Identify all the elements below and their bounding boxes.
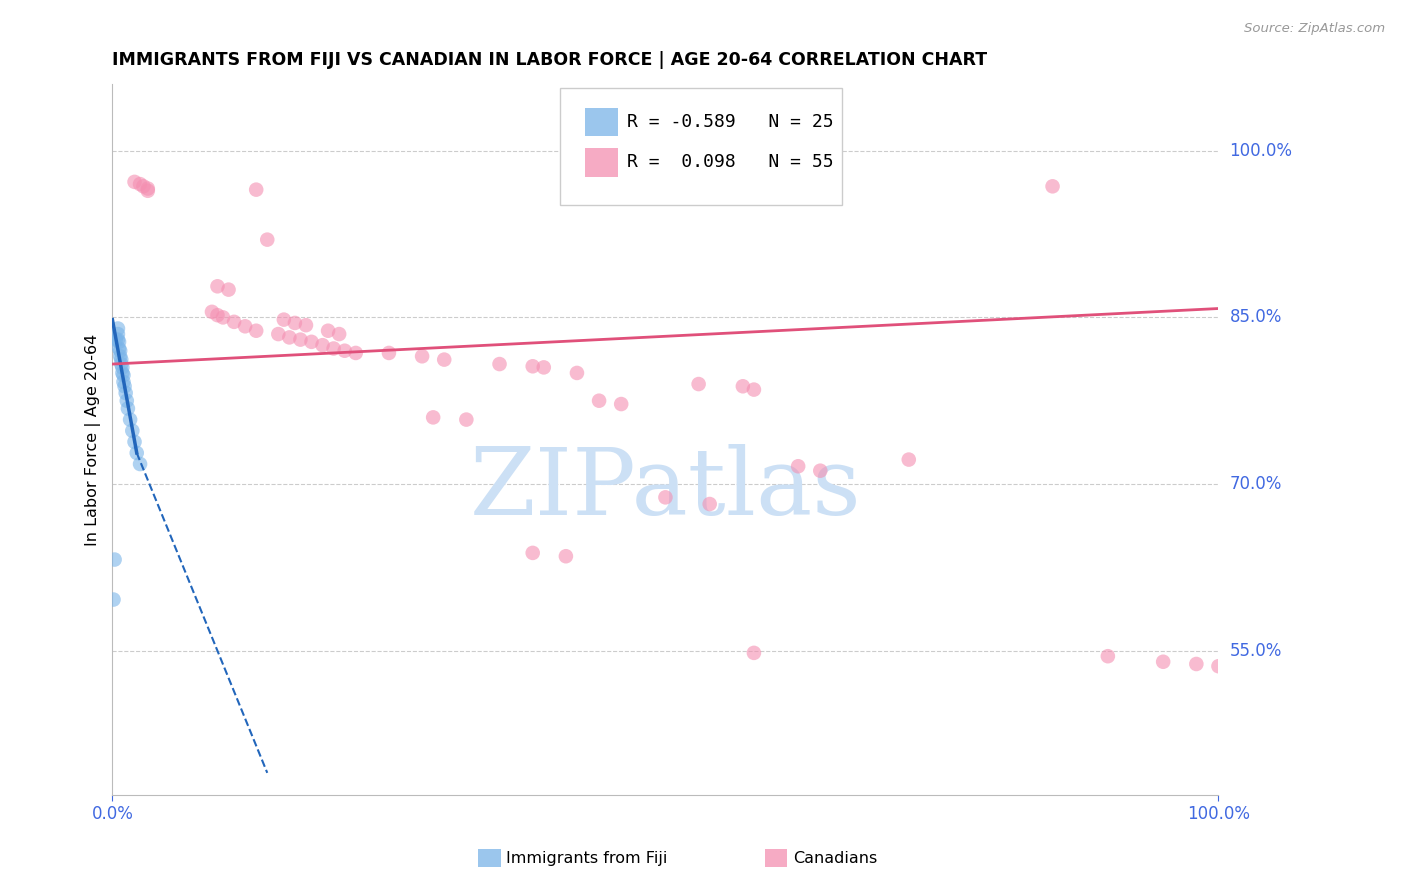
Point bbox=[522, 359, 544, 374]
Point bbox=[136, 181, 159, 195]
Point bbox=[273, 312, 295, 326]
Text: Immigrants from Fiji: Immigrants from Fiji bbox=[506, 851, 668, 865]
Point bbox=[731, 379, 754, 393]
Point bbox=[610, 397, 633, 411]
Point bbox=[742, 383, 765, 397]
Point bbox=[588, 393, 610, 408]
Point bbox=[120, 412, 142, 426]
Point bbox=[108, 349, 131, 363]
Point bbox=[129, 457, 152, 471]
Point bbox=[295, 318, 318, 333]
Point bbox=[267, 327, 290, 342]
Point bbox=[688, 377, 710, 392]
Point bbox=[278, 330, 301, 344]
Text: ZIPatlas: ZIPatlas bbox=[470, 444, 862, 534]
Text: 55.0%: 55.0% bbox=[1230, 641, 1282, 660]
Point bbox=[245, 183, 267, 197]
Point bbox=[132, 179, 155, 194]
Point bbox=[111, 360, 134, 375]
Point bbox=[322, 342, 344, 356]
Point bbox=[104, 333, 127, 347]
Point bbox=[222, 315, 245, 329]
Text: 70.0%: 70.0% bbox=[1230, 475, 1282, 493]
Point bbox=[104, 552, 127, 566]
Point bbox=[115, 393, 138, 408]
Point bbox=[1097, 649, 1119, 664]
Point bbox=[699, 497, 721, 511]
Point bbox=[233, 319, 256, 334]
Point bbox=[522, 546, 544, 560]
Point bbox=[107, 333, 129, 347]
Point bbox=[311, 338, 333, 352]
Point bbox=[108, 342, 131, 356]
FancyBboxPatch shape bbox=[585, 108, 617, 136]
Point bbox=[124, 434, 146, 449]
Text: IMMIGRANTS FROM FIJI VS CANADIAN IN LABOR FORCE | AGE 20-64 CORRELATION CHART: IMMIGRANTS FROM FIJI VS CANADIAN IN LABO… bbox=[112, 51, 987, 69]
Point bbox=[114, 379, 136, 393]
Point bbox=[201, 305, 224, 319]
Point bbox=[808, 464, 831, 478]
Point bbox=[124, 175, 146, 189]
FancyBboxPatch shape bbox=[561, 87, 842, 205]
Point bbox=[107, 321, 129, 335]
Point bbox=[554, 549, 576, 564]
Text: R =  0.098   N = 55: R = 0.098 N = 55 bbox=[627, 153, 834, 171]
Point bbox=[112, 368, 135, 383]
Point bbox=[108, 334, 131, 349]
Point bbox=[290, 333, 312, 347]
Point bbox=[316, 324, 339, 338]
Point bbox=[1042, 179, 1064, 194]
Point bbox=[108, 343, 131, 358]
Point bbox=[742, 646, 765, 660]
Text: R = -0.589   N = 25: R = -0.589 N = 25 bbox=[627, 112, 834, 131]
Point bbox=[565, 366, 588, 380]
Text: 85.0%: 85.0% bbox=[1230, 309, 1282, 326]
Point bbox=[110, 357, 132, 371]
Point bbox=[110, 352, 132, 367]
Point bbox=[125, 446, 148, 460]
Point bbox=[897, 452, 920, 467]
Point bbox=[1152, 655, 1174, 669]
Point bbox=[212, 310, 235, 325]
Point bbox=[103, 592, 125, 607]
Y-axis label: In Labor Force | Age 20-64: In Labor Force | Age 20-64 bbox=[86, 334, 101, 546]
Point bbox=[333, 343, 356, 358]
Point bbox=[112, 375, 135, 389]
Point bbox=[787, 459, 810, 474]
Point bbox=[422, 410, 444, 425]
Point bbox=[207, 308, 229, 322]
Point bbox=[245, 324, 267, 338]
Point bbox=[111, 366, 134, 380]
FancyBboxPatch shape bbox=[585, 148, 617, 177]
Point bbox=[1185, 657, 1208, 671]
Point bbox=[136, 184, 159, 198]
Point bbox=[114, 386, 136, 401]
Text: 100.0%: 100.0% bbox=[1230, 142, 1292, 160]
Point bbox=[256, 233, 278, 247]
Point bbox=[456, 412, 478, 426]
Point bbox=[654, 491, 676, 505]
Text: Source: ZipAtlas.com: Source: ZipAtlas.com bbox=[1244, 22, 1385, 36]
Point bbox=[117, 401, 139, 416]
Point bbox=[218, 283, 240, 297]
Point bbox=[533, 360, 555, 375]
Point bbox=[488, 357, 510, 371]
Point bbox=[129, 177, 152, 191]
Point bbox=[301, 334, 323, 349]
Point bbox=[378, 346, 401, 360]
Point bbox=[284, 316, 307, 330]
Point bbox=[328, 327, 350, 342]
Point bbox=[433, 352, 456, 367]
Point bbox=[1208, 659, 1230, 673]
Point bbox=[121, 424, 143, 438]
Point bbox=[411, 349, 433, 363]
Point bbox=[107, 327, 129, 342]
Point bbox=[207, 279, 229, 293]
Text: Canadians: Canadians bbox=[793, 851, 877, 865]
Point bbox=[344, 346, 367, 360]
